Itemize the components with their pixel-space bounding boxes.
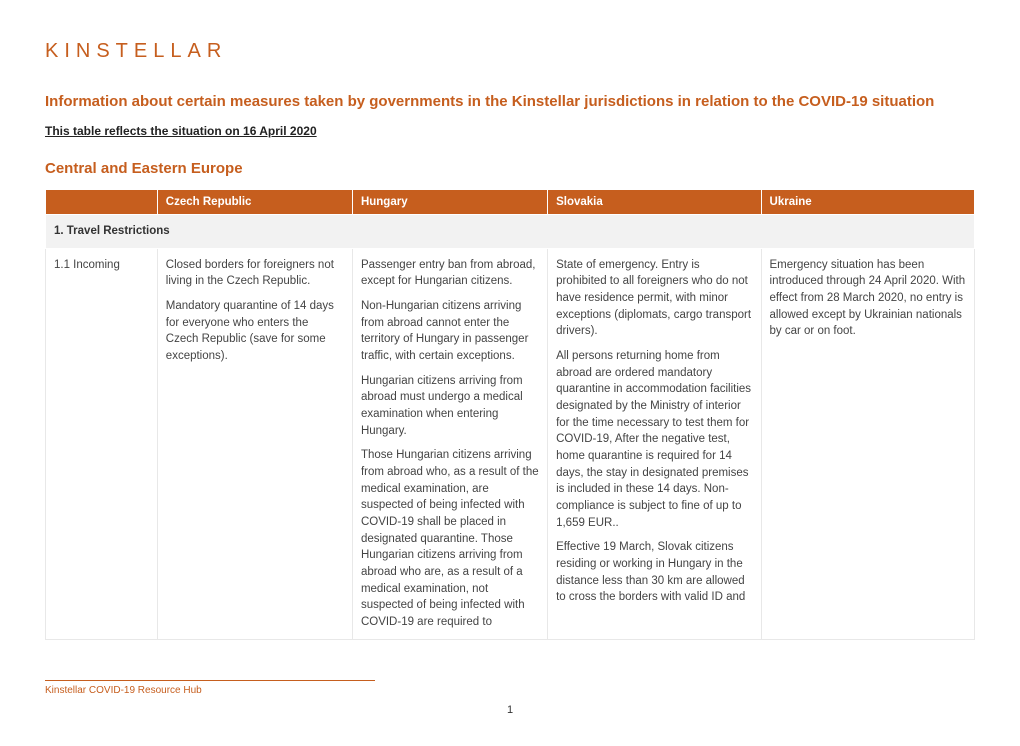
row-label-cell: 1.1 Incoming [46,248,158,639]
page-number: 1 [45,704,975,716]
restrictions-table: Czech Republic Hungary Slovakia Ukraine … [45,189,975,640]
col-header-czech: Czech Republic [157,190,352,215]
cell-paragraph: Passenger entry ban from abroad, except … [361,257,539,290]
cell-paragraph: Effective 19 March, Slovak citizens resi… [556,539,752,606]
brand-logo: KINSTELLAR [45,40,975,63]
table-row: 1.1 Incoming Closed borders for foreigne… [46,248,975,639]
footer-divider: Kinstellar COVID-19 Resource Hub [45,680,375,696]
cell-paragraph: Those Hungarian citizens arriving from a… [361,447,539,630]
col-header-hungary: Hungary [352,190,547,215]
cell-paragraph: All persons returning home from abroad a… [556,348,752,531]
document-subtitle: This table reflects the situation on 16 … [45,124,975,138]
cell-hungary: Passenger entry ban from abroad, except … [352,248,547,639]
cell-paragraph: Hungarian citizens arriving from abroad … [361,373,539,440]
cell-ukraine: Emergency situation has been introduced … [761,248,974,639]
cell-paragraph: Emergency situation has been introduced … [770,257,966,340]
cell-paragraph: Non-Hungarian citizens arriving from abr… [361,298,539,365]
cell-paragraph: Closed borders for foreigners not living… [166,257,344,290]
section-heading: 1. Travel Restrictions [46,215,975,249]
cell-slovakia: State of emergency. Entry is prohibited … [548,248,761,639]
col-header-blank [46,190,158,215]
document-title: Information about certain measures taken… [45,91,975,112]
region-heading: Central and Eastern Europe [45,160,975,177]
cell-paragraph: Mandatory quarantine of 14 days for ever… [166,298,344,365]
col-header-slovakia: Slovakia [548,190,761,215]
cell-paragraph: State of emergency. Entry is prohibited … [556,257,752,340]
section-row-travel: 1. Travel Restrictions [46,215,975,249]
cell-czech: Closed borders for foreigners not living… [157,248,352,639]
footer-text: Kinstellar COVID-19 Resource Hub [45,681,375,696]
table-header-row: Czech Republic Hungary Slovakia Ukraine [46,190,975,215]
col-header-ukraine: Ukraine [761,190,974,215]
